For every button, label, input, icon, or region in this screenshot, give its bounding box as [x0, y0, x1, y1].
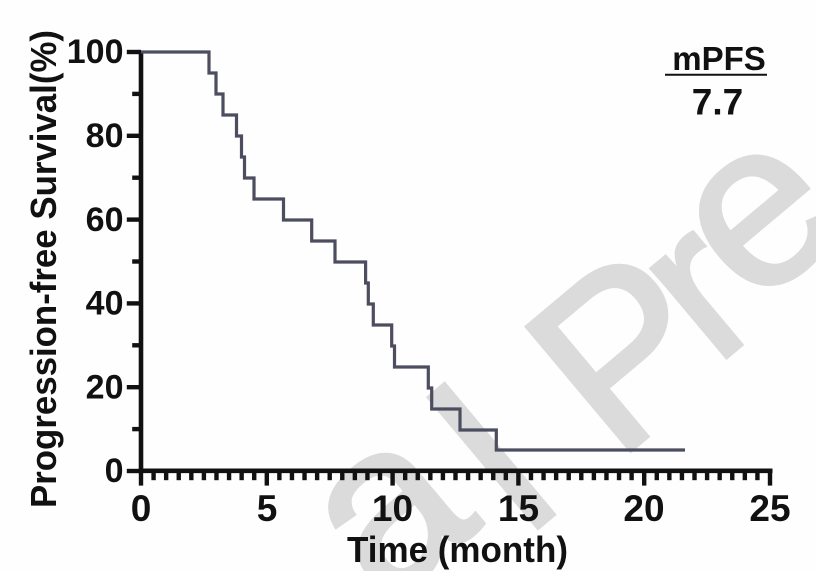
svg-text:60: 60: [86, 201, 124, 239]
svg-text:7.7: 7.7: [692, 81, 743, 122]
svg-text:20: 20: [86, 368, 124, 406]
svg-text:0: 0: [105, 452, 124, 490]
svg-text:25: 25: [749, 488, 790, 529]
svg-text:80: 80: [86, 117, 124, 155]
svg-text:Progression-free Survival(%): Progression-free Survival(%): [23, 30, 64, 508]
svg-text:mPFS: mPFS: [672, 40, 766, 77]
svg-text:20: 20: [623, 488, 664, 529]
svg-text:15: 15: [498, 488, 539, 529]
svg-text:10: 10: [372, 488, 413, 529]
svg-text:100: 100: [67, 33, 124, 71]
svg-text:Time (month): Time (month): [347, 529, 568, 570]
svg-text:0: 0: [131, 488, 152, 529]
svg-text:40: 40: [86, 285, 124, 323]
svg-text:5: 5: [257, 488, 278, 529]
